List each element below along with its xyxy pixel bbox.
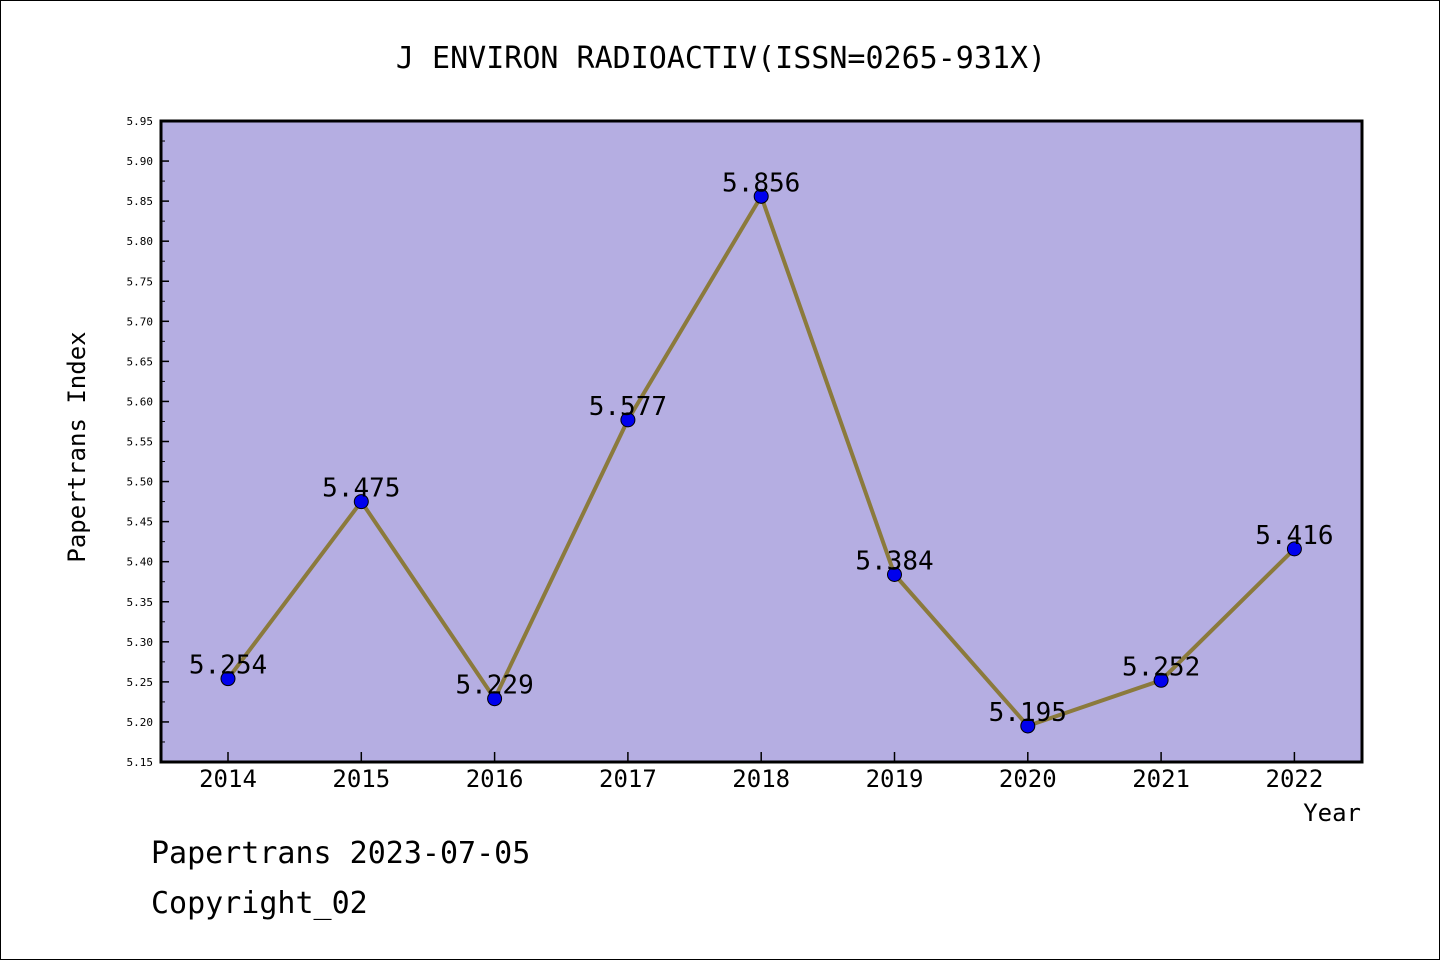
x-tick-label: 2016: [466, 765, 524, 793]
plot-area: [159, 119, 1364, 764]
x-axis-ticks: 2014 2015 2016 2017 2018 2019 2020 2021 2022: [199, 752, 1323, 793]
y-tick-label: 5.30: [127, 636, 154, 649]
y-tick-label: 5.25: [127, 676, 154, 689]
y-tick-label: 5.60: [127, 395, 154, 408]
y-tick-label: 5.45: [127, 516, 154, 529]
data-label: 5.475: [322, 474, 400, 504]
x-tick-label: 2021: [1132, 765, 1190, 793]
y-tick-label: 5.35: [127, 596, 154, 609]
x-tick-label: 2018: [732, 765, 790, 793]
data-label: 5.254: [189, 651, 267, 681]
x-axis-label: Year: [1303, 799, 1361, 827]
y-tick-label: 5.75: [127, 275, 154, 288]
data-point-marker: [887, 567, 902, 583]
y-tick-label: 5.65: [127, 355, 154, 368]
data-label: 5.416: [1255, 521, 1333, 551]
x-tick-label: 2017: [599, 765, 657, 793]
data-point-marker: [753, 188, 769, 204]
data-label: 5.577: [589, 392, 667, 422]
y-tick-label: 5.80: [127, 235, 154, 248]
y-tick-label: 5.20: [127, 716, 154, 729]
data-point-marker: [353, 494, 369, 510]
data-label: 5.384: [855, 547, 933, 577]
y-tick-label: 5.95: [127, 115, 154, 128]
chart-title: J ENVIRON RADIOACTIV(ISSN=0265-931X): [396, 41, 1046, 76]
y-axis-ticks: 5.15 5.20 5.25 5.30 5.35 5.40 5.45 5.50 5.55 5.60…: [127, 115, 169, 769]
footer-date: Papertrans 2023-07-05: [151, 836, 531, 871]
y-tick-label: 5.85: [127, 195, 154, 208]
y-tick-label: 5.90: [127, 155, 154, 168]
data-label: 5.229: [455, 671, 533, 701]
series-group: 5.254 5.475 5.229 5.577 5.856 5.384 5.195 5.252…: [189, 168, 1334, 734]
y-tick-label: 5.50: [127, 476, 154, 489]
y-tick-label: 5.70: [127, 315, 154, 328]
y-tick-label: 5.55: [127, 436, 154, 449]
data-point-marker: [620, 412, 636, 428]
data-label: 5.195: [989, 698, 1067, 728]
footer-copyright: Copyright_02: [151, 886, 368, 921]
data-point-marker: [1286, 541, 1302, 557]
data-point-marker: [487, 691, 503, 707]
x-tick-label: 2014: [199, 765, 257, 793]
x-tick-label: 2022: [1266, 765, 1324, 793]
data-point-marker: [1153, 672, 1169, 688]
data-label: 5.856: [722, 168, 800, 198]
y-tick-label: 5.40: [127, 556, 154, 569]
data-point-marker: [1020, 718, 1036, 734]
x-tick-label: 2020: [999, 765, 1057, 793]
x-tick-label: 2019: [866, 765, 924, 793]
y-tick-label: 5.15: [127, 756, 154, 769]
y-axis-label: Papertrans Index: [63, 331, 91, 562]
data-point-marker: [220, 671, 236, 687]
data-label: 5.252: [1122, 652, 1200, 682]
x-tick-label: 2015: [332, 765, 390, 793]
